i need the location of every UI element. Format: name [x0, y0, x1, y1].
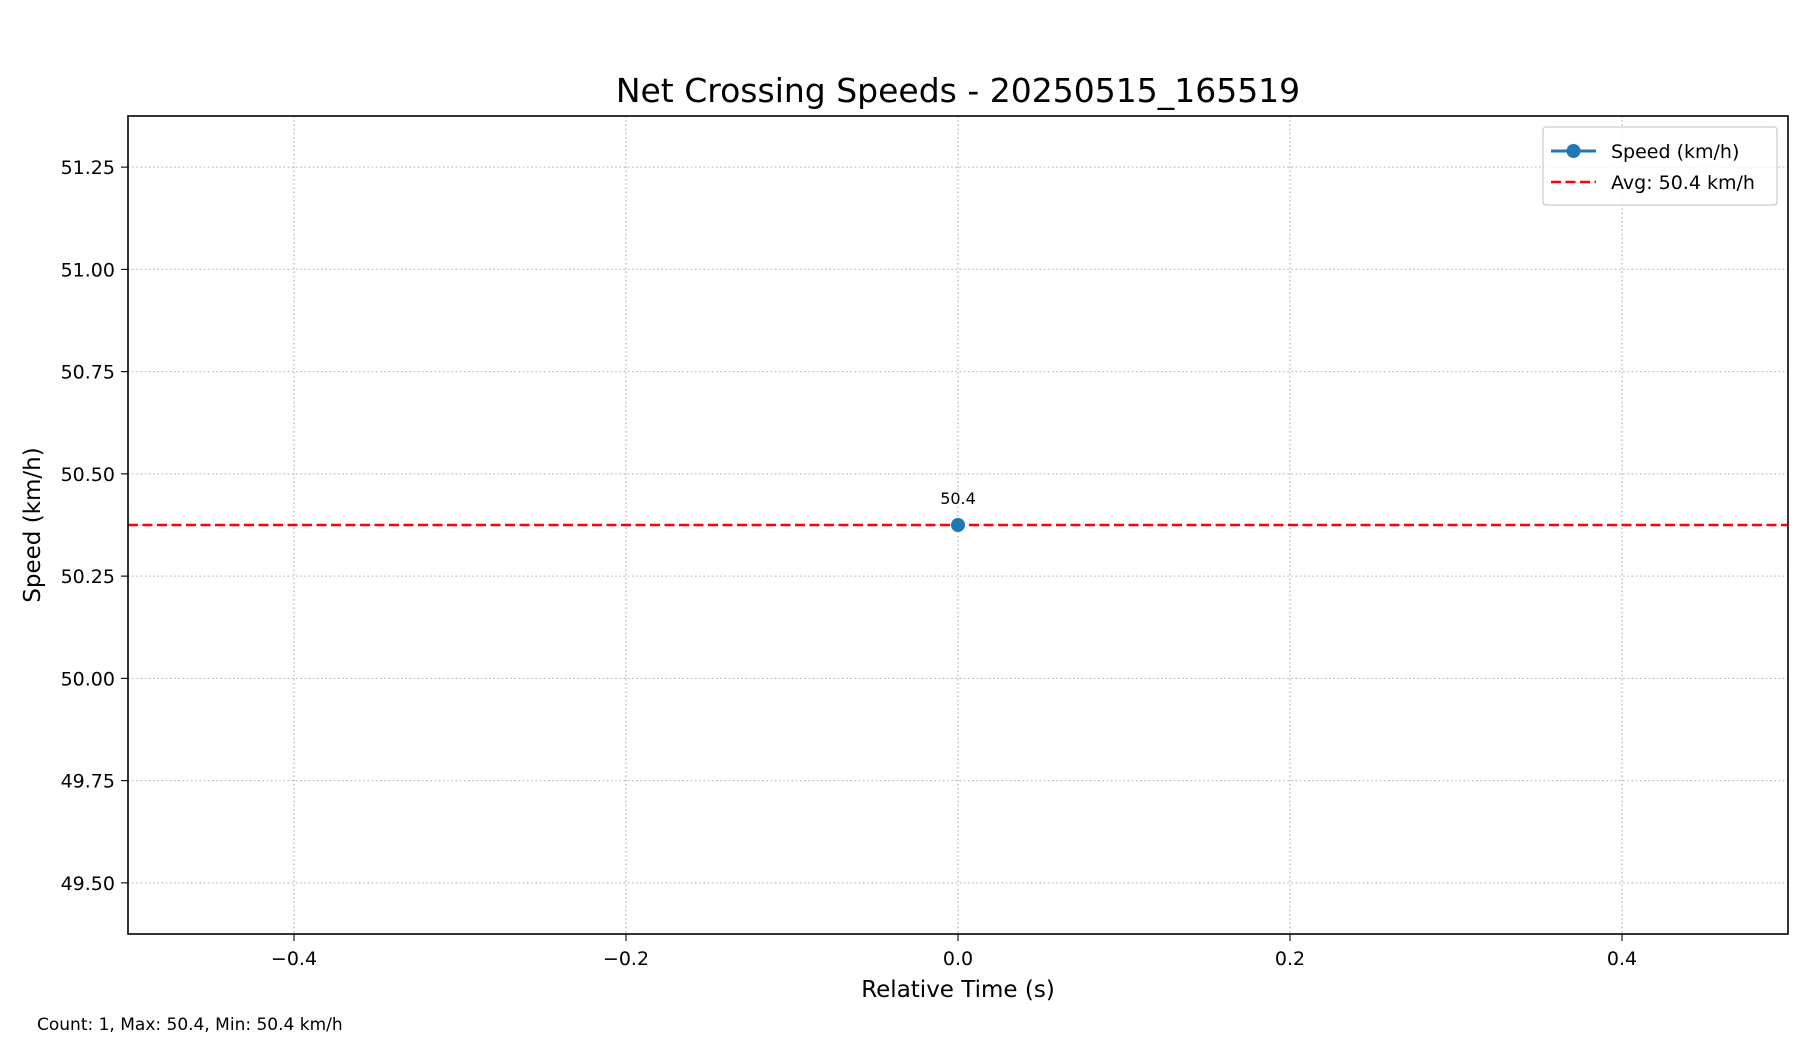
y-tick-label: 50.75	[61, 362, 115, 384]
stats-footer: Count: 1, Max: 50.4, Min: 50.4 km/h	[37, 1015, 343, 1035]
y-tick-label: 49.75	[61, 771, 115, 793]
x-axis: −0.4 −0.2 0.0 0.2 0.4	[271, 934, 1637, 970]
x-tick-label: 0.2	[1275, 948, 1305, 970]
y-tick-label: 50.25	[61, 566, 115, 588]
y-axis-label: Speed (km/h)	[20, 447, 46, 602]
legend-box	[1542, 126, 1778, 206]
legend: Speed (km/h) Avg: 50.4 km/h	[1542, 126, 1778, 206]
y-tick-label: 51.00	[61, 259, 115, 281]
y-tick-label: 51.25	[61, 157, 115, 179]
series: 50.4	[940, 489, 976, 532]
chart-title: Net Crossing Speeds - 20250515_165519	[616, 71, 1300, 110]
x-tick-label: −0.2	[603, 948, 649, 970]
x-tick-label: −0.4	[271, 948, 317, 970]
x-tick-label: 0.4	[1607, 948, 1637, 970]
data-label: 50.4	[940, 489, 976, 508]
y-tick-label: 50.50	[61, 464, 115, 486]
data-point	[951, 518, 965, 532]
y-axis: 49.50 49.75 50.00 50.25 50.50 50.75 51.00 51.25	[61, 157, 128, 895]
legend-marker-speed	[1566, 144, 1581, 158]
y-tick-label: 49.50	[61, 873, 115, 895]
x-axis-label: Relative Time (s)	[861, 977, 1055, 1003]
y-tick-label: 50.00	[61, 668, 115, 690]
x-tick-label: 0.0	[943, 948, 973, 970]
legend-label: Avg: 50.4 km/h	[1611, 172, 1755, 194]
legend-label: Speed (km/h)	[1611, 141, 1739, 163]
